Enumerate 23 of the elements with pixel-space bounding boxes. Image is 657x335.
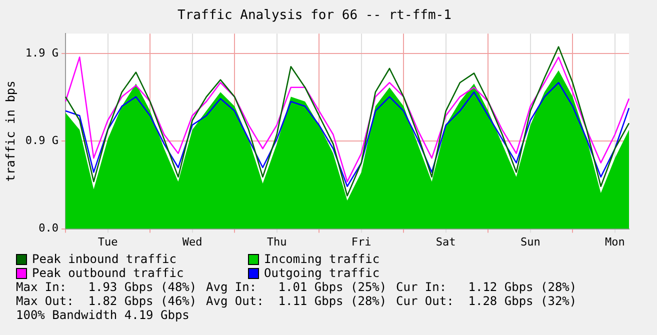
series-label: Incoming traffic (264, 252, 380, 266)
text: Cur In: 1.12 Gbps (28%) (396, 280, 578, 294)
y-tick-label: 1.9 G (25, 46, 59, 60)
text: Avg Out: 1.11 Gbps (28%) (206, 294, 388, 308)
text: Avg In: 1.01 Gbps (25%) (206, 280, 388, 294)
text: 100% Bandwidth 4.19 Gbps (16, 308, 190, 322)
text: Max In: 1.93 Gbps (48%) (16, 280, 198, 294)
x-tick-label: Sat (436, 235, 456, 248)
chart-title: Traffic Analysis for 66 -- rt-ffm-1 (178, 8, 452, 24)
text: Cur Out: 1.28 Gbps (32%) (396, 294, 578, 308)
x-tick-label: Mon (604, 235, 625, 248)
y-tick-label: 0.9 G (25, 134, 59, 147)
x-tick-label: Sun (520, 235, 540, 248)
legend-label: Peak inbound traffic (32, 252, 176, 266)
x-tick-label: Thu (266, 235, 287, 248)
text: Max Out: 1.82 Gbps (46%) (16, 294, 198, 308)
x-tick-label: Tue (98, 235, 118, 248)
legend-label: Outgoing traffic (264, 266, 380, 280)
y-axis-title: traffic in bps (3, 80, 18, 182)
x-tick-label: Wed (182, 235, 202, 248)
x-tick-label: Fri (351, 235, 372, 248)
legend-label: Peak outbound traffic (32, 266, 184, 280)
y-tick-label: 0.0 (38, 222, 59, 235)
